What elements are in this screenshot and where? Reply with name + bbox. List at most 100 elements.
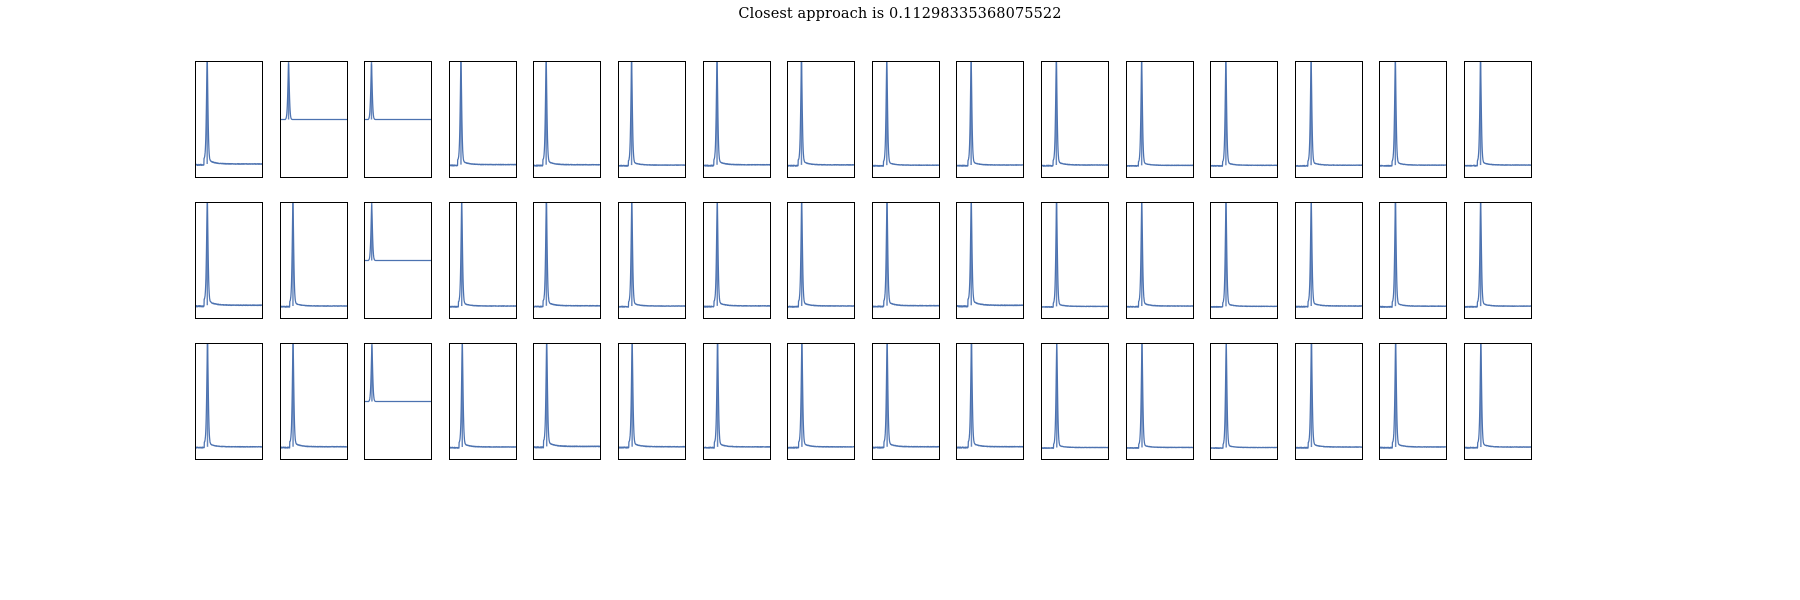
y-tick-mark <box>1295 450 1296 451</box>
x-tick-mark <box>368 177 369 178</box>
trace-plot <box>534 62 601 167</box>
y-tick-mark <box>1210 72 1211 73</box>
x-tick-mark <box>1355 459 1356 460</box>
x-tick-mark <box>1524 459 1525 460</box>
y-tick-mark <box>533 410 534 411</box>
trace-plot <box>280 344 347 449</box>
y-tick-mark <box>618 367 619 368</box>
y-tick-mark <box>280 309 281 310</box>
trace-plot <box>365 203 432 262</box>
subplot-r0-c8: 0200400600 <box>871 61 940 178</box>
trace-plot <box>1295 203 1362 308</box>
x-tick-mark <box>593 459 594 460</box>
x-tick-mark <box>199 459 200 460</box>
y-tick-mark <box>1379 79 1380 80</box>
y-tick-mark <box>1041 106 1042 107</box>
x-tick-mark <box>199 318 200 319</box>
y-tick-mark <box>872 409 873 410</box>
x-tick-mark <box>368 459 369 460</box>
x-tick-mark <box>1355 177 1356 178</box>
subplot-r2-c1: 0100200050000 <box>279 343 348 460</box>
trace-plot <box>1126 344 1193 449</box>
subplot-r0-c1: −0.050.000.05 <box>279 61 348 178</box>
trace-plot <box>196 62 262 167</box>
y-tick-mark <box>1295 420 1296 421</box>
y-tick-mark <box>787 79 788 80</box>
x-tick-mark <box>1270 459 1271 460</box>
x-tick-mark <box>1101 459 1102 460</box>
y-tick-mark <box>364 220 365 221</box>
x-tick-mark <box>509 459 510 460</box>
x-tick-mark <box>678 177 679 178</box>
x-tick-mark <box>1383 177 1384 178</box>
y-tick-mark <box>449 87 450 88</box>
trace-plot <box>1211 62 1278 167</box>
x-tick-mark <box>875 177 876 178</box>
subplot-r1-c0: 050100150 <box>195 202 263 319</box>
subplot-r1-c7: 0200400 <box>787 202 856 319</box>
trace-plot <box>957 62 1024 167</box>
trace-plot <box>1465 344 1531 449</box>
x-tick-mark <box>1270 318 1271 319</box>
trace-plot <box>619 344 685 449</box>
trace-plot <box>1042 344 1108 449</box>
y-tick-mark <box>1210 168 1211 169</box>
x-tick-mark <box>1298 177 1299 178</box>
x-tick-mark <box>960 318 961 319</box>
y-tick-mark <box>533 450 534 451</box>
trace-plot <box>449 203 516 308</box>
x-tick-mark <box>424 459 425 460</box>
trace-plot <box>788 62 855 167</box>
x-tick-mark <box>1214 459 1215 460</box>
subplot-r1-c13: 0250500 <box>1294 202 1363 319</box>
y-tick-mark <box>195 411 196 412</box>
y-tick-mark <box>364 302 365 303</box>
x-tick-mark <box>283 459 284 460</box>
x-tick-mark <box>339 318 340 319</box>
trace-plot <box>1380 344 1447 449</box>
y-tick-mark <box>1126 75 1127 76</box>
subplot-r0-c2: −0.050.000.05 <box>364 61 433 178</box>
trace-plot <box>1211 344 1278 449</box>
x-tick-mark <box>622 459 623 460</box>
y-tick-mark <box>1379 249 1380 250</box>
y-tick-mark <box>618 125 619 126</box>
x-tick-mark <box>960 459 961 460</box>
subplot-r2-c2: −0.050.000.05050000 <box>364 343 433 460</box>
y-tick-mark <box>195 450 196 451</box>
y-tick-mark <box>1126 168 1127 169</box>
x-tick-mark <box>1016 459 1017 460</box>
y-tick-mark <box>195 129 196 130</box>
x-tick-mark <box>255 318 256 319</box>
subplot-r0-c12: 05001000 <box>1210 61 1279 178</box>
x-tick-mark <box>283 318 284 319</box>
trace-plot <box>196 344 262 449</box>
subplot-r1-c2: −0.050.000.05 <box>364 202 433 319</box>
y-tick-mark <box>1295 309 1296 310</box>
subplot-r1-c3: 0100200300 <box>448 202 517 319</box>
y-tick-mark <box>703 407 704 408</box>
y-tick-mark <box>533 218 534 219</box>
y-tick-mark <box>872 267 873 268</box>
y-tick-mark <box>195 216 196 217</box>
y-tick-mark <box>703 450 704 451</box>
x-tick-mark <box>791 318 792 319</box>
y-tick-mark <box>1126 218 1127 219</box>
x-tick-mark <box>1298 459 1299 460</box>
x-tick-mark <box>1045 318 1046 319</box>
y-tick-mark <box>280 235 281 236</box>
trace-plot <box>1211 203 1278 308</box>
y-tick-mark <box>280 161 281 162</box>
y-tick-mark <box>787 123 788 124</box>
y-tick-mark <box>364 443 365 444</box>
y-tick-mark <box>1210 120 1211 121</box>
trace-plot <box>1465 203 1531 308</box>
x-tick-mark <box>1439 459 1440 460</box>
subplot-r2-c3: 0100200300050000 <box>448 343 517 460</box>
trace-plot <box>196 203 262 308</box>
x-tick-mark <box>1468 318 1469 319</box>
y-tick-mark <box>449 279 450 280</box>
subplot-r0-c9: 0200400600 <box>956 61 1025 178</box>
x-tick-mark <box>452 459 453 460</box>
y-tick-mark <box>1379 279 1380 280</box>
